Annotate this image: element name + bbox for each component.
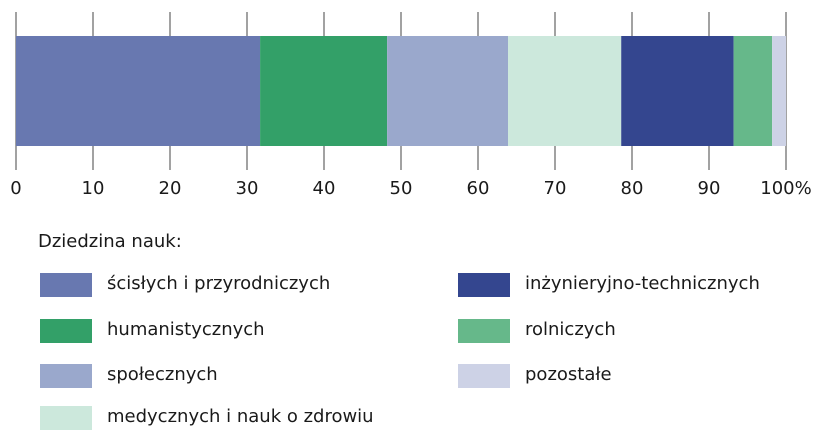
legend-label: rolniczych	[525, 319, 616, 340]
x-tick-label: 90	[698, 178, 721, 199]
legend-swatch	[458, 364, 510, 388]
legend-label: humanistycznych	[107, 319, 265, 340]
legend-label: pozostałe	[525, 364, 612, 385]
legend-label: społecznych	[107, 364, 218, 385]
x-tick-label: 80	[621, 178, 644, 199]
x-tick-label: 0	[10, 178, 21, 199]
x-tick-label: 20	[159, 178, 182, 199]
x-tick-label: 10	[82, 178, 105, 199]
legend-swatch	[458, 319, 510, 343]
bar-segment	[772, 36, 786, 146]
x-tick-label: 60	[467, 178, 490, 199]
legend-swatch	[458, 273, 510, 297]
x-tick-label: 70	[544, 178, 567, 199]
x-tick-label: 100%	[760, 178, 811, 199]
bar-segment	[387, 36, 509, 146]
bar-segment	[16, 36, 261, 146]
x-tick-label: 40	[313, 178, 336, 199]
legend-title: Dziedzina nauk:	[38, 231, 182, 252]
legend-swatch	[40, 319, 92, 343]
x-tick-label: 50	[390, 178, 413, 199]
legend-swatch	[40, 273, 92, 297]
bar-segment	[621, 36, 734, 146]
legend-swatch	[40, 364, 92, 388]
x-tick-label: 30	[236, 178, 259, 199]
legend-label: medycznych i nauk o zdrowiu	[107, 406, 374, 427]
legend-label: inżynieryjno-technicznych	[525, 273, 760, 294]
bar-segment	[508, 36, 622, 146]
legend-label: ścisłych i przyrodniczych	[107, 273, 330, 294]
legend-swatch	[40, 406, 92, 430]
bar-segment	[733, 36, 773, 146]
bar-segment	[260, 36, 388, 146]
